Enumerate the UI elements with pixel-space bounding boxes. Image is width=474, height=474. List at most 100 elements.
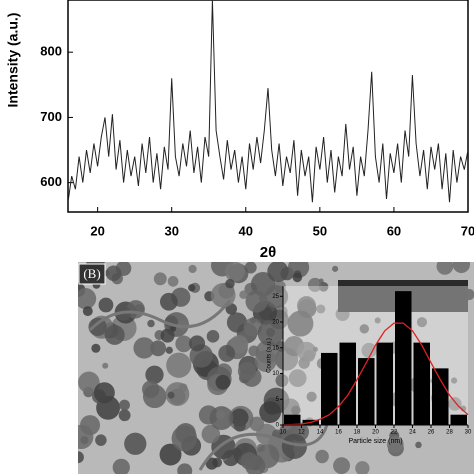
particle xyxy=(224,262,245,282)
particle xyxy=(359,324,370,334)
particle xyxy=(133,337,155,359)
plot-frame xyxy=(67,0,469,213)
x-tick-label: 50 xyxy=(313,223,327,238)
particle xyxy=(297,296,316,315)
particle xyxy=(124,432,147,455)
histogram-bar xyxy=(432,368,449,425)
particle xyxy=(287,262,310,278)
particle xyxy=(292,272,303,283)
particle xyxy=(165,382,190,407)
particle xyxy=(201,424,221,444)
particle xyxy=(119,399,130,411)
xrd-panel: 20 30 40 50 60 70 600 700 800 2θ Intensity (a.u.) xyxy=(5,0,474,261)
histogram-bar xyxy=(339,342,356,425)
particle xyxy=(159,292,178,311)
particle xyxy=(206,330,220,343)
inset-x-tick-label: 12 xyxy=(298,430,305,436)
inset-y-tick-label: 0 xyxy=(276,423,280,429)
particle xyxy=(267,262,289,283)
particle xyxy=(451,377,458,384)
particle xyxy=(436,262,454,275)
x-axis-label: 2θ xyxy=(260,244,276,261)
particle xyxy=(291,405,301,416)
particle xyxy=(452,262,471,274)
particle xyxy=(91,343,101,353)
particle xyxy=(205,457,218,470)
particle xyxy=(245,290,268,313)
particle xyxy=(259,401,282,423)
particle xyxy=(112,458,130,474)
particle xyxy=(166,352,192,378)
particle xyxy=(257,320,284,347)
particle xyxy=(88,317,107,337)
particle xyxy=(160,328,175,343)
particle xyxy=(281,433,307,459)
particle xyxy=(287,310,314,337)
particle xyxy=(355,461,370,474)
x-tick-label: 70 xyxy=(461,223,474,238)
particle xyxy=(175,335,193,353)
particle xyxy=(98,297,114,313)
particle xyxy=(312,346,319,352)
particle xyxy=(78,371,100,394)
y-tick-label: 800 xyxy=(40,44,62,59)
particle xyxy=(215,374,231,390)
particle xyxy=(332,265,339,272)
inset-x-tick-label: 28 xyxy=(446,430,453,436)
inset-y-tick-label: 5 xyxy=(276,397,280,403)
particle xyxy=(315,449,329,464)
particle xyxy=(306,391,317,402)
panel-label: (B) xyxy=(83,266,100,281)
inset-x-tick-label: 10 xyxy=(280,430,287,436)
particle xyxy=(82,306,93,317)
particle xyxy=(93,382,115,404)
particle xyxy=(374,317,381,324)
particle xyxy=(153,272,167,286)
histogram-bar xyxy=(284,414,301,425)
particle xyxy=(145,365,164,384)
particle xyxy=(361,342,377,359)
particle xyxy=(78,424,94,450)
x-tick-label: 20 xyxy=(90,223,104,238)
histogram-bar xyxy=(358,358,375,425)
particle xyxy=(167,276,179,287)
particle xyxy=(226,312,248,333)
particle xyxy=(165,346,173,354)
inset-y-tick-label: 25 xyxy=(272,294,279,300)
particle xyxy=(177,463,193,474)
particle xyxy=(243,317,263,337)
particle xyxy=(218,344,236,362)
particle xyxy=(288,369,307,388)
xrd-line xyxy=(68,0,468,203)
inset-x-tick-label: 24 xyxy=(409,430,416,436)
particle xyxy=(118,409,131,422)
panel-label-box xyxy=(78,263,106,285)
particle xyxy=(147,319,155,328)
particle xyxy=(237,361,257,381)
particle xyxy=(104,324,125,345)
fit-curve xyxy=(282,322,469,426)
particles xyxy=(78,262,474,474)
particle xyxy=(233,419,246,432)
particle xyxy=(102,362,109,369)
x-tick-label: 60 xyxy=(387,223,401,238)
particle xyxy=(189,335,206,352)
particle xyxy=(275,373,289,387)
inset-x-tick-label: 26 xyxy=(428,430,435,436)
x-tick-label: 30 xyxy=(164,223,178,238)
particle xyxy=(78,288,97,310)
particle xyxy=(215,410,225,420)
particle xyxy=(460,405,467,412)
y-axis-label: Intensity (a.u.) xyxy=(5,13,21,108)
particle xyxy=(167,391,175,399)
particle xyxy=(307,277,323,292)
particle xyxy=(416,317,428,328)
particle xyxy=(303,349,316,362)
tem-panel: (B) 10 12 14 16 18 20 22 24 26 28 30 0 5 10 15 20 25 Parti… xyxy=(78,262,474,474)
histogram-bar xyxy=(376,342,393,425)
x-tick-label: 40 xyxy=(239,223,253,238)
inset-y-tick-label: 20 xyxy=(272,320,279,326)
inset-x-axis-label: Particle size (nm) xyxy=(348,438,402,445)
